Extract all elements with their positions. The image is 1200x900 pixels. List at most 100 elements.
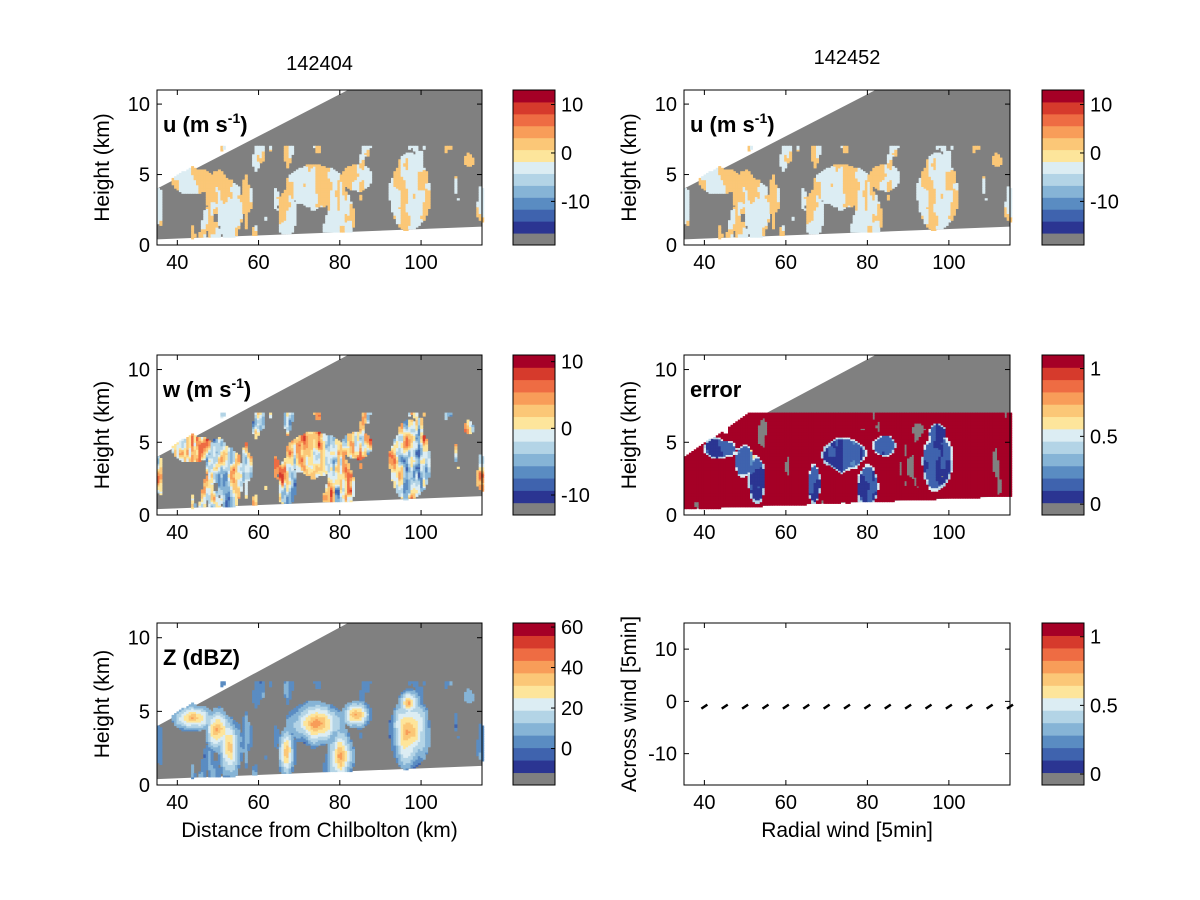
field-cell	[813, 155, 817, 159]
field-cell	[855, 193, 859, 196]
field-cell	[244, 194, 248, 198]
field-cell	[742, 177, 746, 181]
field-cell	[757, 221, 761, 225]
field-cell	[828, 177, 832, 181]
field-cell	[400, 176, 404, 179]
field-cell	[864, 225, 868, 228]
field-cell	[869, 215, 873, 218]
field-cell	[872, 213, 876, 216]
field-cell	[838, 176, 841, 179]
field-cell	[230, 235, 234, 238]
field-cell	[708, 177, 712, 181]
field-cell	[918, 188, 922, 191]
field-cell	[894, 181, 898, 184]
field-cell	[191, 235, 195, 238]
field-cell	[818, 198, 822, 201]
field-cell	[210, 223, 214, 226]
field-cell	[232, 188, 236, 191]
field-cell	[283, 208, 287, 211]
field-cell	[398, 206, 402, 209]
field-cell	[330, 193, 334, 196]
field-cell	[244, 184, 248, 187]
field-cell	[816, 201, 819, 204]
field-cell	[393, 198, 397, 201]
field-cell	[313, 177, 316, 181]
field-cell	[278, 213, 282, 216]
field-cell	[247, 210, 251, 213]
field-cell	[408, 215, 412, 218]
field-cell	[317, 177, 321, 181]
field-cell	[838, 171, 841, 174]
field-cell	[833, 166, 837, 169]
field-cell	[737, 221, 741, 225]
field-cell	[327, 188, 331, 191]
field-cell	[217, 213, 221, 216]
field-cell	[403, 215, 407, 218]
field-cell	[855, 216, 859, 220]
field-cell	[213, 196, 217, 199]
field-cell	[364, 154, 368, 157]
field-cell	[862, 230, 866, 233]
field-cell	[330, 184, 334, 187]
field-cell	[198, 191, 202, 194]
field-cell	[334, 174, 338, 177]
field-cell	[288, 193, 292, 196]
field-cell	[339, 218, 343, 221]
field-cell	[762, 198, 766, 201]
field-cell	[395, 221, 399, 225]
field-cell	[415, 186, 419, 189]
field-cell	[772, 227, 775, 230]
field-cell	[752, 198, 756, 201]
field-cell	[811, 193, 815, 196]
field-cell	[420, 150, 424, 154]
field-cell	[723, 171, 727, 174]
field-cell	[242, 196, 246, 199]
field-cell	[713, 189, 717, 193]
field-cell	[825, 177, 829, 181]
field-cell	[896, 172, 900, 176]
field-cell	[850, 171, 854, 174]
field-cell	[222, 201, 226, 204]
field-cell	[334, 223, 338, 226]
field-cell	[830, 167, 834, 171]
field-cell	[203, 172, 207, 176]
field-cell	[869, 211, 873, 214]
field-cell	[867, 206, 871, 209]
field-cell	[820, 172, 824, 176]
field-cell	[823, 172, 827, 176]
field-cell	[230, 181, 234, 184]
field-cell	[420, 169, 424, 172]
field-cell	[838, 181, 841, 184]
field-cell	[806, 198, 810, 201]
field-cell	[198, 174, 202, 177]
field-cell	[825, 189, 829, 193]
field-cell	[198, 189, 202, 193]
field-cell	[862, 189, 866, 193]
field-cell	[198, 235, 202, 238]
field-cell	[735, 203, 739, 206]
field-cell	[850, 188, 854, 191]
field-cell	[869, 203, 873, 206]
field-cell	[918, 206, 922, 209]
field-cell	[320, 188, 324, 191]
field-cell	[860, 174, 863, 177]
field-cell	[708, 174, 712, 177]
field-cell	[398, 186, 402, 189]
field-cell	[315, 150, 319, 154]
field-cell	[466, 162, 470, 165]
field-cell	[291, 194, 295, 198]
field-cell	[855, 174, 859, 177]
field-cell	[288, 206, 292, 209]
field-cell	[210, 225, 214, 228]
field-cell	[210, 184, 214, 187]
field-cell	[750, 191, 753, 194]
field-cell	[850, 205, 854, 208]
field-cell	[198, 171, 202, 174]
field-cell	[752, 205, 756, 208]
field-cell	[254, 227, 258, 230]
field-cell	[217, 196, 221, 199]
field-cell	[412, 157, 416, 160]
field-cell	[261, 159, 265, 162]
field-cell	[684, 191, 687, 194]
field-cell	[471, 162, 475, 165]
